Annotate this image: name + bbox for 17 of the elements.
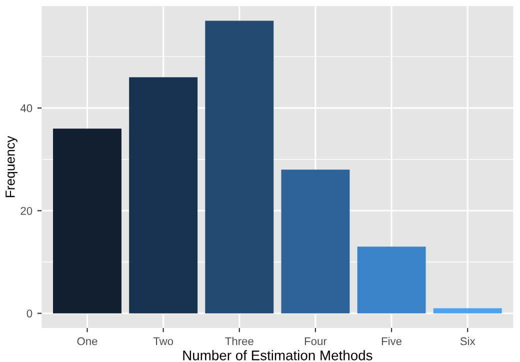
x-tick-label: Four — [304, 337, 327, 346]
x-axis-title: Number of Estimation Methods — [183, 350, 372, 360]
x-tick-label: Three — [225, 337, 254, 346]
bar — [433, 308, 502, 314]
x-tick-label: Five — [382, 337, 402, 346]
bar — [357, 246, 426, 314]
bar — [281, 170, 350, 314]
x-tick-label: One — [77, 337, 98, 346]
x-tick-label: Six — [460, 337, 476, 346]
bar — [129, 77, 198, 314]
bar — [205, 20, 274, 314]
y-tick-label: 0 — [26, 310, 32, 318]
bar — [53, 128, 122, 314]
y-axis-title: Frequency — [6, 136, 18, 198]
y-tick-label: 20 — [20, 206, 32, 215]
x-tick-label: Two — [153, 337, 174, 346]
y-tick-label: 40 — [20, 104, 32, 112]
